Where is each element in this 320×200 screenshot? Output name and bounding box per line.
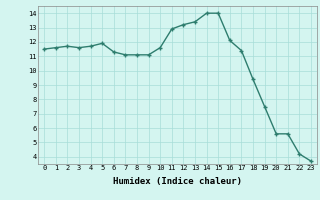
- X-axis label: Humidex (Indice chaleur): Humidex (Indice chaleur): [113, 177, 242, 186]
